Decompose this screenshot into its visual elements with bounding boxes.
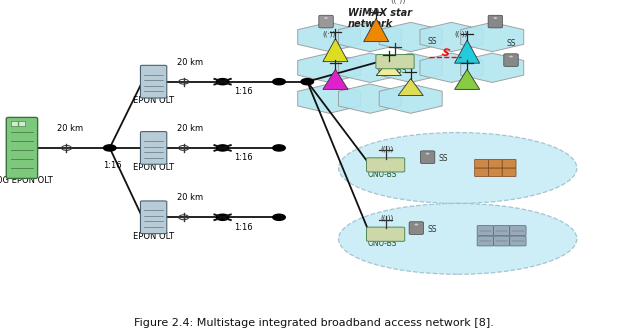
FancyBboxPatch shape	[475, 159, 488, 168]
FancyBboxPatch shape	[6, 118, 38, 179]
Circle shape	[493, 17, 497, 19]
Text: ((·)): ((·))	[381, 214, 394, 221]
FancyBboxPatch shape	[493, 225, 510, 236]
Text: 10G EPON OLT: 10G EPON OLT	[0, 177, 52, 185]
Text: 1:16: 1:16	[234, 87, 253, 96]
Polygon shape	[379, 53, 442, 82]
Text: 20 km: 20 km	[177, 193, 203, 202]
Text: SS: SS	[506, 39, 516, 48]
FancyBboxPatch shape	[510, 236, 526, 246]
Polygon shape	[339, 22, 401, 52]
FancyBboxPatch shape	[366, 158, 405, 172]
FancyBboxPatch shape	[475, 168, 488, 177]
FancyBboxPatch shape	[140, 132, 167, 164]
Circle shape	[216, 145, 229, 151]
FancyBboxPatch shape	[409, 222, 424, 234]
Polygon shape	[461, 53, 524, 82]
FancyBboxPatch shape	[421, 151, 435, 163]
Polygon shape	[461, 22, 524, 52]
Text: Figure 2.4: Multistage integrated broadband access network [8].: Figure 2.4: Multistage integrated broadb…	[134, 318, 493, 328]
Polygon shape	[379, 22, 442, 52]
Text: ((·)): ((·))	[391, 0, 406, 5]
FancyBboxPatch shape	[502, 168, 516, 177]
Circle shape	[273, 79, 285, 85]
FancyBboxPatch shape	[319, 15, 334, 28]
Text: 20 km: 20 km	[177, 58, 203, 67]
FancyBboxPatch shape	[502, 159, 516, 168]
Polygon shape	[339, 53, 401, 82]
Polygon shape	[298, 53, 361, 82]
Circle shape	[426, 153, 429, 154]
Text: WiMAX star
network: WiMAX star network	[348, 8, 412, 29]
Text: 1:16: 1:16	[234, 223, 253, 231]
FancyBboxPatch shape	[477, 236, 493, 246]
FancyBboxPatch shape	[504, 54, 518, 66]
FancyBboxPatch shape	[11, 121, 18, 127]
Circle shape	[103, 145, 116, 151]
Polygon shape	[376, 61, 401, 75]
Text: ((·)): ((·))	[322, 30, 336, 37]
FancyBboxPatch shape	[493, 236, 510, 246]
Text: ONU-BS: ONU-BS	[368, 239, 397, 248]
Polygon shape	[298, 84, 361, 113]
Text: SS: SS	[428, 225, 437, 234]
Text: EPON OLT: EPON OLT	[133, 232, 174, 241]
Polygon shape	[455, 69, 480, 89]
FancyBboxPatch shape	[19, 121, 26, 127]
FancyBboxPatch shape	[510, 225, 526, 236]
Polygon shape	[420, 53, 483, 82]
Circle shape	[273, 214, 285, 220]
Circle shape	[216, 79, 229, 85]
Text: 1:16: 1:16	[103, 161, 122, 170]
Polygon shape	[323, 69, 348, 89]
Text: SS: SS	[428, 38, 438, 46]
Circle shape	[301, 79, 314, 85]
Circle shape	[216, 214, 229, 220]
FancyBboxPatch shape	[376, 55, 414, 69]
Text: SS: SS	[439, 154, 448, 163]
Ellipse shape	[339, 203, 577, 274]
Circle shape	[509, 56, 513, 58]
Polygon shape	[420, 22, 483, 52]
Text: S: S	[440, 48, 450, 59]
FancyBboxPatch shape	[488, 15, 503, 28]
FancyBboxPatch shape	[140, 201, 167, 233]
Polygon shape	[398, 79, 423, 95]
Text: ((·)): ((·))	[454, 30, 468, 37]
Polygon shape	[339, 84, 401, 113]
Text: 20 km: 20 km	[56, 124, 83, 133]
Text: EPON OLT: EPON OLT	[133, 162, 174, 172]
Text: ((·)): ((·))	[366, 7, 380, 14]
FancyBboxPatch shape	[477, 225, 493, 236]
Text: ONU-BS: ONU-BS	[377, 66, 406, 75]
FancyBboxPatch shape	[488, 159, 502, 168]
Text: 1:16: 1:16	[234, 153, 253, 162]
FancyBboxPatch shape	[488, 168, 502, 177]
Text: 20 km: 20 km	[177, 124, 203, 133]
Circle shape	[273, 145, 285, 151]
Circle shape	[324, 17, 328, 19]
Polygon shape	[364, 18, 389, 42]
FancyBboxPatch shape	[140, 65, 167, 98]
Polygon shape	[298, 22, 361, 52]
Polygon shape	[323, 39, 348, 62]
Ellipse shape	[339, 133, 577, 203]
Text: EPON OLT: EPON OLT	[133, 96, 174, 105]
Circle shape	[414, 223, 418, 225]
Text: ONU-BS: ONU-BS	[368, 170, 397, 179]
Polygon shape	[455, 40, 480, 63]
FancyBboxPatch shape	[366, 227, 405, 241]
Polygon shape	[379, 84, 442, 113]
Text: ((·)): ((·))	[381, 145, 394, 152]
